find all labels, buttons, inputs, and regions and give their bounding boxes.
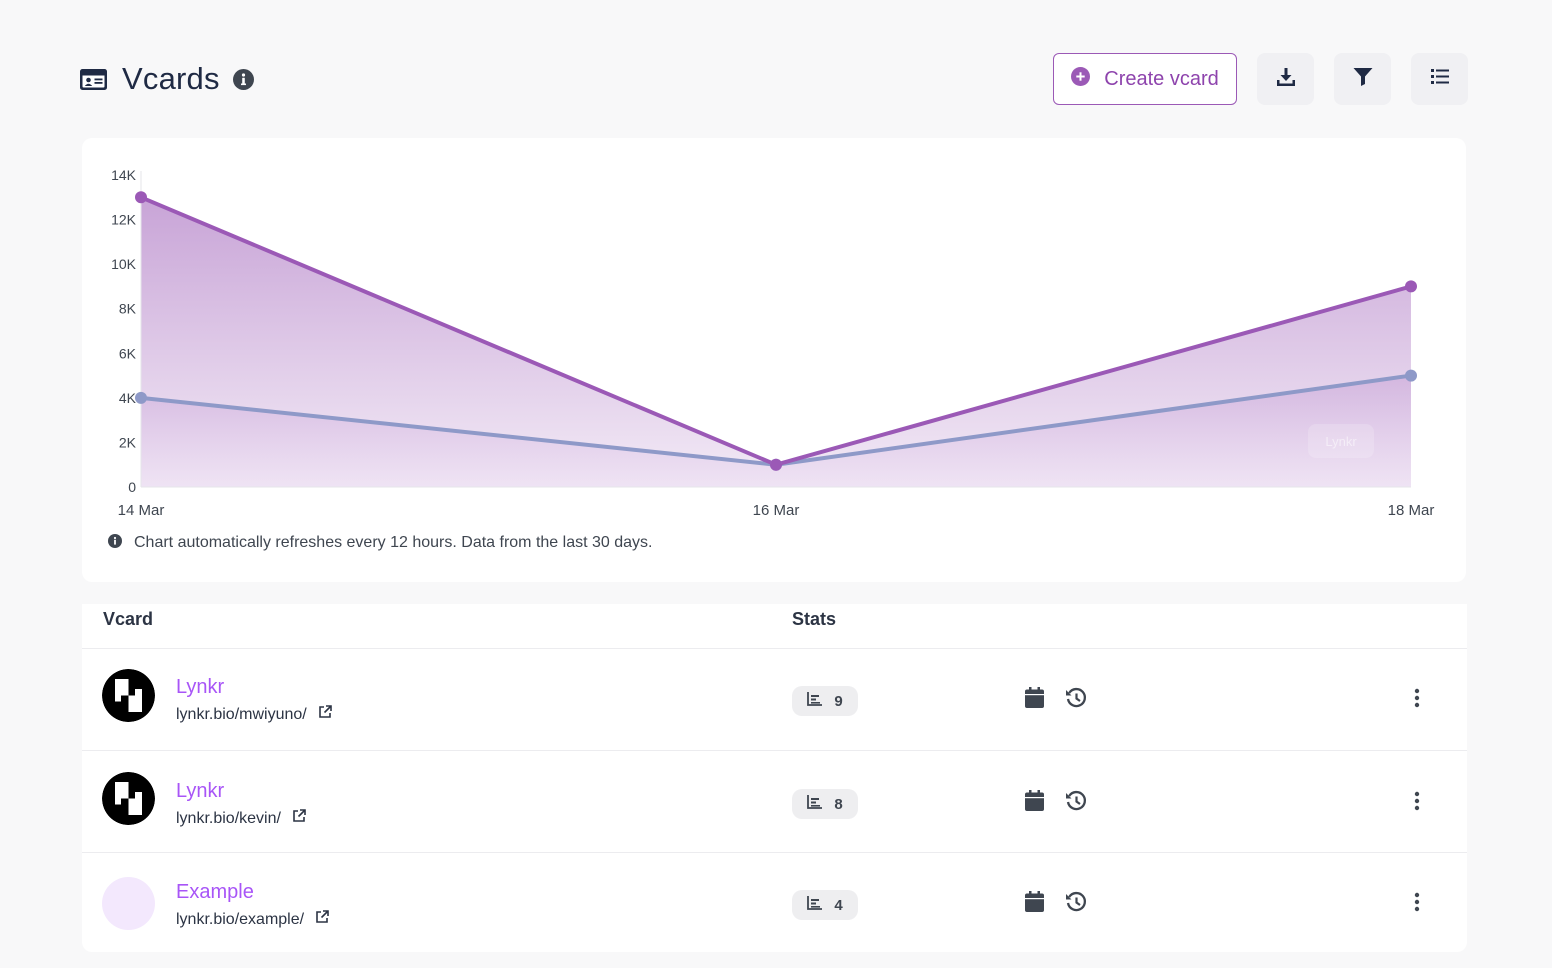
bar-chart-icon [807, 896, 823, 914]
filter-icon [1353, 67, 1373, 91]
calendar-button[interactable] [1023, 891, 1045, 917]
vcard-url-link[interactable]: lynkr.bio/kevin/ [176, 809, 306, 828]
calendar-icon [1024, 891, 1044, 917]
avatar [102, 772, 155, 825]
avatar [102, 877, 155, 930]
more-options-button[interactable] [1406, 892, 1428, 917]
vcard-name-link[interactable]: Lynkr [176, 780, 225, 802]
external-link-icon [315, 910, 329, 929]
title-group: Vcards [80, 52, 254, 106]
more-options-button[interactable] [1406, 688, 1428, 713]
x-tick-label: 14 Mar [118, 502, 165, 519]
history-button[interactable] [1065, 790, 1087, 817]
y-tick-label: 4K [119, 390, 137, 406]
avatar [102, 669, 155, 722]
plus-circle-icon [1071, 66, 1091, 92]
y-tick-label: 10K [111, 256, 137, 272]
info-icon[interactable] [232, 68, 254, 90]
history-icon [1065, 687, 1087, 714]
list-icon [1430, 69, 1449, 89]
stats-count: 8 [834, 795, 843, 813]
y-tick-label: 0 [128, 479, 136, 495]
calendar-icon [1024, 687, 1044, 713]
more-options-button[interactable] [1406, 791, 1428, 816]
kebab-menu-icon [1414, 791, 1420, 816]
stats-badge[interactable]: 4 [792, 890, 858, 920]
data-point[interactable] [1405, 369, 1417, 382]
table-row: Lynkr lynkr.bio/mwiyuno/ 9 [82, 648, 1467, 750]
vcard-name-link[interactable]: Example [176, 881, 254, 903]
stats-badge[interactable]: 9 [792, 686, 858, 716]
download-button[interactable] [1257, 53, 1314, 105]
table-row: Lynkr lynkr.bio/kevin/ 8 [82, 750, 1467, 852]
history-button[interactable] [1065, 687, 1087, 714]
data-point[interactable] [135, 391, 147, 404]
series-area-2 [141, 375, 1411, 487]
table-row: Example lynkr.bio/example/ 4 [82, 852, 1467, 952]
watermark-text: Lynkr [1325, 434, 1357, 449]
history-icon [1065, 790, 1087, 817]
create-vcard-label: Create vcard [1104, 67, 1219, 90]
stats-count: 9 [834, 692, 843, 710]
data-point[interactable] [770, 458, 782, 471]
page-title: Vcards [122, 61, 220, 96]
data-point[interactable] [135, 191, 147, 204]
vcard-url-link[interactable]: lynkr.bio/example/ [176, 910, 329, 929]
vcard-url-text: lynkr.bio/kevin/ [176, 809, 281, 827]
calendar-button[interactable] [1023, 687, 1045, 713]
y-tick-label: 2K [119, 434, 137, 450]
kebab-menu-icon [1414, 688, 1420, 713]
y-tick-label: 6K [119, 345, 137, 361]
stats-badge[interactable]: 8 [792, 789, 858, 819]
calendar-icon [1024, 790, 1044, 816]
external-link-icon [318, 705, 332, 724]
vcard-name-link[interactable]: Lynkr [176, 676, 225, 698]
area-chart: 0 2K 4K 6K 8K 10K 12K 14K 14 Mar 16 Mar 18 Mar Ly… [111, 167, 1435, 519]
bar-chart-icon [807, 795, 823, 813]
bar-chart-icon [807, 692, 823, 710]
y-tick-label: 14K [111, 167, 137, 183]
chart-card: 0 2K 4K 6K 8K 10K 12K 14K 14 Mar 16 Mar 18 Mar Ly… [82, 138, 1466, 582]
y-tick-label: 8K [119, 301, 137, 317]
chart-note: Chart automatically refreshes every 12 h… [108, 533, 652, 553]
chart-note-text: Chart automatically refreshes every 12 h… [134, 534, 653, 551]
column-header-vcard: Vcard [103, 609, 154, 629]
x-tick-label: 18 Mar [1388, 502, 1435, 519]
vcard-url-text: lynkr.bio/example/ [176, 910, 305, 928]
calendar-button[interactable] [1023, 790, 1045, 816]
info-icon [108, 533, 122, 553]
kebab-menu-icon [1414, 892, 1420, 917]
column-header-stats: Stats [792, 609, 837, 629]
history-button[interactable] [1065, 891, 1087, 918]
stats-count: 4 [834, 896, 843, 914]
history-icon [1065, 891, 1087, 918]
x-tick-label: 16 Mar [753, 502, 800, 519]
vcard-url-text: lynkr.bio/mwiyuno/ [176, 705, 307, 723]
download-icon [1276, 67, 1296, 92]
watermark-badge [1308, 424, 1374, 458]
page-header: Vcards Create vcard [80, 52, 1468, 106]
id-card-icon [80, 68, 107, 90]
external-link-icon [292, 809, 306, 828]
series-area-1 [141, 197, 1411, 487]
vcard-url-link[interactable]: lynkr.bio/mwiyuno/ [176, 705, 332, 724]
create-vcard-button[interactable]: Create vcard [1053, 53, 1237, 105]
y-tick-label: 12K [111, 212, 137, 228]
list-view-button[interactable] [1411, 53, 1468, 105]
vcards-table: Vcard Stats Lynkr lynkr.bio/mwiyuno/ [82, 604, 1467, 952]
data-point[interactable] [1405, 280, 1417, 293]
filter-button[interactable] [1334, 53, 1391, 105]
